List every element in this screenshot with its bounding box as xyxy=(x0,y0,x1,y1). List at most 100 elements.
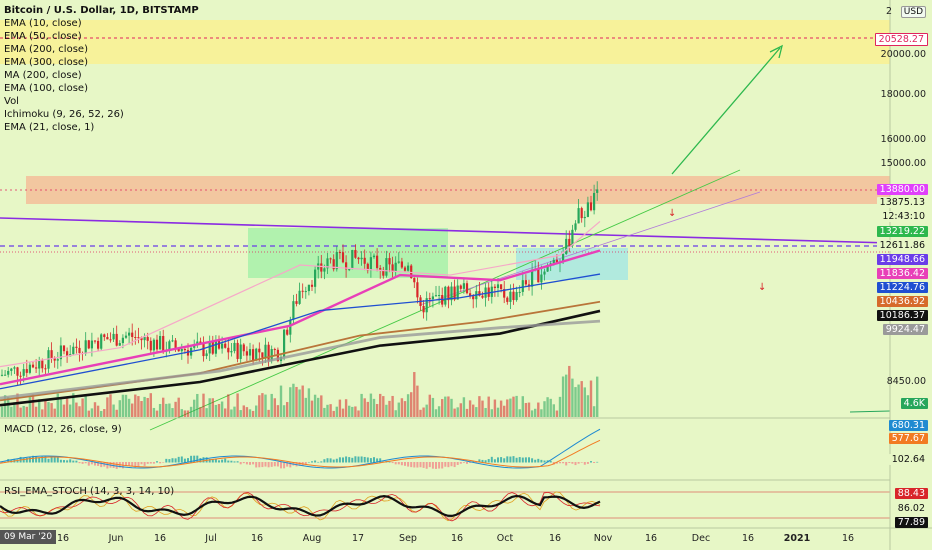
macd-histogram-bar xyxy=(264,462,267,467)
rsi-line xyxy=(0,494,601,518)
volume-bar xyxy=(571,378,574,417)
consolidation-zone-1 xyxy=(248,228,448,278)
candle-body xyxy=(267,344,270,361)
volume-bar xyxy=(589,380,593,417)
indicator-ema100[interactable]: EMA (100, close) xyxy=(4,83,88,94)
volume-bar xyxy=(69,404,72,417)
macd-histogram-bar xyxy=(549,460,552,463)
macd-histogram-bar xyxy=(128,462,131,466)
volume-bar xyxy=(196,393,199,417)
candle-body xyxy=(434,295,438,297)
volume-bar xyxy=(174,401,177,417)
volume-bar xyxy=(478,396,481,417)
volume-bar xyxy=(456,407,459,417)
volume-bar xyxy=(25,406,28,417)
volume-bar xyxy=(121,394,125,417)
indicator-ema200[interactable]: EMA (200, close) xyxy=(4,44,88,55)
macd-histogram-bar xyxy=(466,462,468,464)
macd-histogram-bar xyxy=(168,459,171,463)
indicator-ma200[interactable]: MA (200, close) xyxy=(4,70,82,81)
candle-body xyxy=(143,337,146,341)
macd-histogram-bar xyxy=(137,462,140,467)
macd-histogram-bar xyxy=(379,458,382,463)
macd-histogram-bar xyxy=(283,462,286,469)
indicator-ema300[interactable]: EMA (300, close) xyxy=(4,57,88,68)
time-tick-label: Nov xyxy=(593,533,613,544)
candle-body xyxy=(332,259,335,270)
volume-bar xyxy=(65,397,69,417)
price-tag: 77.89 xyxy=(894,517,928,528)
candle-body xyxy=(41,360,44,369)
volume-bar xyxy=(490,409,493,417)
price-tick-label: 8450.00 xyxy=(886,376,926,387)
macd-histogram-bar xyxy=(267,462,270,468)
volume-bar xyxy=(211,398,214,417)
macd-histogram-bar xyxy=(323,459,326,463)
volume-bar xyxy=(127,398,131,417)
volume-bar xyxy=(118,400,121,417)
volume-bar xyxy=(313,394,317,417)
macd-histogram-bar xyxy=(131,462,134,467)
currency-button[interactable]: USD xyxy=(900,6,926,18)
volume-bar xyxy=(354,406,357,417)
candle-body xyxy=(38,360,41,369)
candle-body xyxy=(53,358,56,361)
volume-bar xyxy=(239,410,242,417)
volume-bar xyxy=(186,410,190,417)
candle-body xyxy=(177,348,180,352)
symbol-title[interactable]: Bitcoin / U.S. Dollar, 1D, BITSTAMP xyxy=(4,5,199,16)
macd-histogram-bar xyxy=(311,461,313,463)
volume-bar xyxy=(124,394,128,417)
ma-line xyxy=(0,273,601,390)
macd-histogram-bar xyxy=(562,462,565,464)
volume-bar xyxy=(59,399,63,417)
volume-bar xyxy=(158,403,162,417)
candle-body xyxy=(230,351,233,353)
time-tick-label: 16 xyxy=(56,533,70,544)
macd-histogram-bar xyxy=(106,462,109,469)
macd-title[interactable]: MACD (12, 26, close, 9) xyxy=(4,424,122,435)
volume-bar xyxy=(171,408,174,417)
volume-bar xyxy=(344,399,348,417)
volume-bar xyxy=(543,401,546,417)
macd-histogram-bar xyxy=(515,457,518,463)
volume-bar xyxy=(416,385,419,417)
volume-bar xyxy=(403,401,407,417)
indicator-vol[interactable]: Vol xyxy=(4,96,19,107)
volume-bar xyxy=(53,408,56,417)
volume-bar xyxy=(230,409,233,417)
ma-line xyxy=(0,249,601,386)
volume-bar xyxy=(301,385,304,417)
macd-histogram-bar xyxy=(593,462,596,464)
price-tag: 13880.00 xyxy=(876,184,928,195)
macd-histogram-bar xyxy=(218,460,220,463)
indicator-ema10[interactable]: EMA (10, close) xyxy=(4,18,82,29)
volume-bar xyxy=(453,408,456,417)
macd-histogram-bar xyxy=(72,460,75,463)
indicator-ema50[interactable]: EMA (50, close) xyxy=(4,31,82,42)
macd-histogram-bar xyxy=(16,459,19,463)
indicator-ichimoku[interactable]: Ichimoku (9, 26, 52, 26) xyxy=(4,109,124,120)
volume-bar xyxy=(295,386,298,417)
macd-histogram-bar xyxy=(419,462,422,468)
candle-body xyxy=(450,286,453,301)
volume-bar xyxy=(475,407,478,417)
candle-body xyxy=(295,301,298,304)
indicator-ema21[interactable]: EMA (21, close, 1) xyxy=(4,122,95,133)
volume-bar xyxy=(292,383,295,417)
candle-body xyxy=(248,349,252,356)
volume-bar xyxy=(515,395,518,417)
macd-histogram-bar xyxy=(304,462,307,465)
candle-body xyxy=(310,284,314,287)
macd-histogram-bar xyxy=(307,461,310,463)
macd-histogram-bar xyxy=(134,462,137,468)
time-tick-label: 16 xyxy=(250,533,264,544)
volume-bar xyxy=(220,401,224,417)
rsi-title[interactable]: RSI_EMA_STOCH (14, 3, 3, 14, 10) xyxy=(4,486,175,497)
volume-bar xyxy=(109,394,112,417)
macd-histogram-bar xyxy=(450,462,453,467)
macd-histogram-bar xyxy=(41,456,44,463)
macd-histogram-bar xyxy=(348,457,351,463)
volume-bar xyxy=(506,399,509,417)
